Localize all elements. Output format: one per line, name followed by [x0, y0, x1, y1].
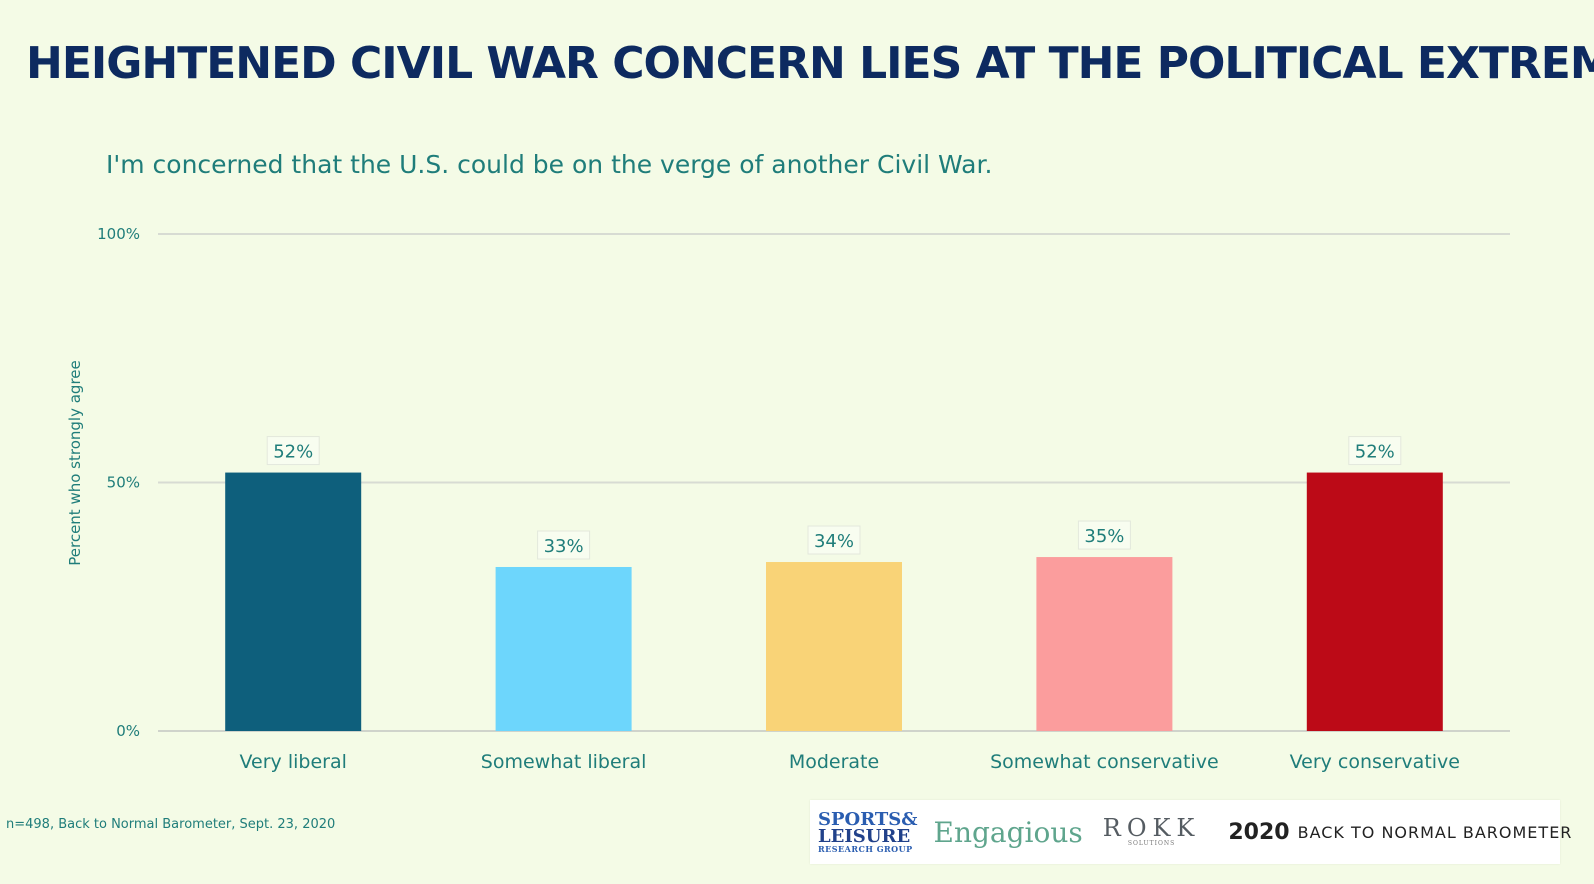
y-tick-label: 100% — [97, 225, 140, 243]
value-label-box — [1077, 520, 1131, 550]
sports-logo-line1: SPORTS& — [818, 808, 918, 830]
category-label: Somewhat conservative — [990, 751, 1219, 773]
sports-logo-line3: RESEARCH GROUP — [818, 843, 913, 854]
value-label: 33% — [544, 536, 584, 557]
value-label: 35% — [1084, 526, 1124, 547]
page-title: HEIGHTENED CIVIL WAR CONCERN LIES AT THE… — [26, 38, 1594, 89]
chart-subtitle: I'm concerned that the U.S. could be on … — [106, 150, 993, 179]
bars — [225, 472, 1443, 731]
category-label: Somewhat liberal — [481, 751, 647, 773]
bar — [225, 472, 362, 731]
rokk-logo-sub: SOLUTIONS — [1127, 840, 1176, 847]
sponsor-logo-bar: SPORTS& LEISURE RESEARCH GROUP Engagious… — [810, 800, 1571, 864]
bar-chart: 0% 50% 100% 52% 33% 34% 35% 52% Very liberal So… — [66, 225, 1510, 773]
value-labels: 52% 33% 34% 35% 52% — [266, 436, 1402, 560]
engagious-logo: Engagious — [933, 815, 1083, 849]
y-axis-ticks: 0% 50% 100% — [97, 225, 140, 740]
value-label-box — [266, 436, 320, 466]
rokk-logo-text: ROKK — [1102, 814, 1201, 842]
rokk-logo: ROKK SOLUTIONS — [1099, 816, 1205, 848]
sports-leisure-logo: SPORTS& LEISURE RESEARCH GROUP — [818, 808, 918, 854]
value-label-box — [1348, 436, 1402, 466]
category-label: Moderate — [789, 751, 879, 773]
bar — [495, 566, 632, 731]
y-tick-label: 50% — [107, 474, 140, 492]
footnote: n=498, Back to Normal Barometer, Sept. 2… — [6, 817, 336, 832]
bar — [766, 562, 902, 731]
value-label: 52% — [1355, 442, 1395, 463]
bar — [1306, 472, 1443, 731]
value-label-box — [807, 525, 861, 555]
sports-logo-line2: LEISURE — [818, 825, 911, 847]
value-label: 52% — [273, 442, 313, 463]
value-label-box — [537, 530, 591, 560]
y-axis-label: Percent who strongly agree — [66, 360, 84, 566]
category-label: Very liberal — [240, 751, 347, 773]
y-tick-label: 0% — [116, 722, 140, 740]
barometer-year: 2020 — [1228, 819, 1290, 845]
category-label: Very conservative — [1290, 751, 1460, 773]
value-label: 34% — [814, 531, 854, 552]
barometer-title: BACK TO NORMAL BAROMETER — [1297, 822, 1573, 842]
bar — [1036, 557, 1173, 731]
category-labels: Very liberal Somewhat liberal Moderate Some… — [240, 751, 1460, 773]
